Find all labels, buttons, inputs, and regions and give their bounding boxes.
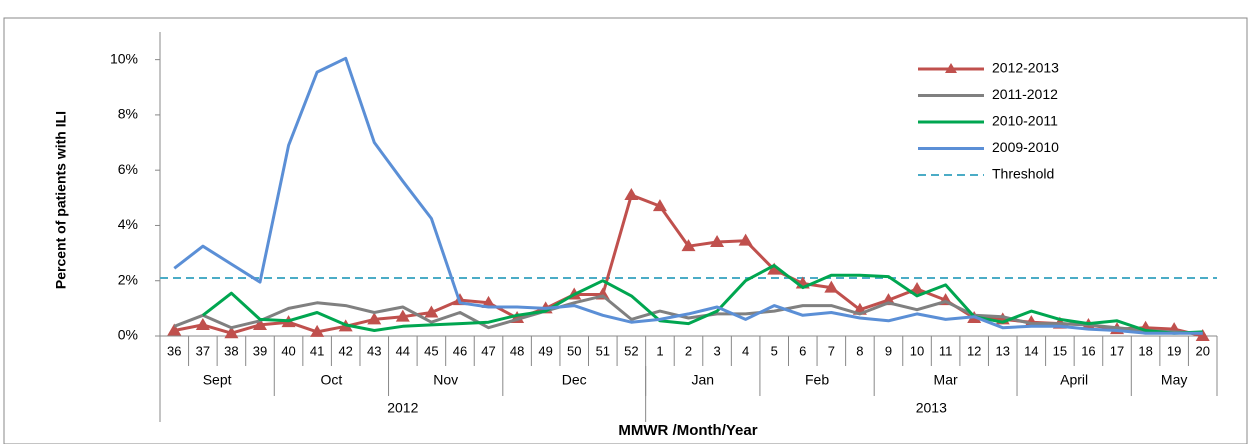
x-tick-label: 39: [253, 343, 267, 358]
data-marker: [167, 323, 182, 336]
x-tick-label: 46: [453, 343, 467, 358]
month-label: Jan: [691, 372, 714, 388]
data-marker: [881, 293, 896, 306]
x-tick-label: 10: [910, 343, 924, 358]
data-marker: [767, 262, 782, 275]
month-label: Mar: [934, 372, 958, 388]
x-tick-label: 43: [367, 343, 381, 358]
data-marker: [395, 309, 410, 322]
data-marker: [252, 317, 267, 330]
month-label: Sept: [203, 372, 232, 388]
data-marker: [624, 188, 639, 201]
legend-label: 2010-2011: [992, 113, 1058, 129]
x-axis-label: MMWR /Month/Year: [618, 422, 757, 439]
x-tick-label: 5: [771, 343, 778, 358]
x-tick-label: 18: [1138, 343, 1152, 358]
x-tick-label: 4: [742, 343, 749, 358]
x-tick-label: 8: [856, 343, 863, 358]
x-tick-label: 20: [1195, 343, 1209, 358]
month-label: April: [1060, 372, 1088, 388]
data-marker: [481, 295, 496, 308]
x-tick-label: 44: [396, 343, 410, 358]
legend-label: Threshold: [992, 166, 1054, 182]
data-marker: [681, 239, 696, 252]
x-tick-label: 49: [538, 343, 552, 358]
y-axis-label: Percent of patients with ILI: [53, 111, 69, 289]
series-line: [173, 56, 1203, 335]
month-label: Nov: [433, 372, 458, 388]
x-tick-label: 40: [281, 343, 295, 358]
data-marker: [710, 235, 725, 248]
x-tick-label: 19: [1167, 343, 1181, 358]
month-label: May: [1161, 372, 1187, 388]
x-tick-label: 3: [713, 343, 720, 358]
legend-label: 2012-2013: [992, 60, 1059, 76]
y-tick-label: 8%: [118, 106, 138, 122]
x-tick-label: 47: [481, 343, 495, 358]
x-tick-label: 16: [1081, 343, 1095, 358]
data-marker: [738, 233, 753, 246]
x-tick-label: 38: [224, 343, 238, 358]
series-line: [173, 294, 1203, 335]
x-tick-label: 12: [967, 343, 981, 358]
x-tick-label: 50: [567, 343, 581, 358]
x-tick-label: 11: [939, 343, 953, 358]
x-tick-label: 6: [799, 343, 806, 358]
x-tick-label: 9: [885, 343, 892, 358]
data-marker: [310, 324, 325, 337]
y-tick-label: 4%: [118, 216, 138, 232]
month-label: Dec: [562, 372, 587, 388]
data-marker: [195, 317, 210, 330]
y-tick-label: 0%: [118, 327, 138, 343]
x-tick-label: 48: [510, 343, 524, 358]
x-tick-label: 15: [1053, 343, 1067, 358]
data-marker: [1195, 329, 1210, 341]
month-label: Feb: [805, 372, 829, 388]
legend-label: 2011-2012: [992, 86, 1058, 102]
month-label: Oct: [321, 372, 343, 388]
year-label: 2013: [916, 400, 947, 416]
data-marker: [367, 312, 382, 325]
x-tick-label: 17: [1110, 343, 1124, 358]
x-tick-label: 45: [424, 343, 438, 358]
data-marker: [424, 305, 439, 318]
x-tick-label: 37: [196, 343, 210, 358]
x-tick-label: 51: [596, 343, 610, 358]
x-tick-label: 42: [338, 343, 352, 358]
y-tick-label: 10%: [110, 50, 138, 66]
data-marker: [910, 282, 925, 295]
x-tick-label: 52: [624, 343, 638, 358]
data-marker: [224, 326, 239, 339]
data-marker: [652, 199, 667, 212]
x-tick-label: 2: [685, 343, 692, 358]
x-tick-label: 13: [996, 343, 1010, 358]
series-line: [201, 264, 1203, 335]
x-tick-label: 41: [310, 343, 324, 358]
legend-label: 2009-2010: [992, 139, 1059, 155]
year-label: 2012: [387, 400, 418, 416]
y-tick-label: 6%: [118, 161, 138, 177]
x-tick-label: 36: [167, 343, 181, 358]
x-tick-label: 1: [656, 343, 663, 358]
legend-marker: [945, 63, 957, 73]
x-tick-label: 7: [828, 343, 835, 358]
x-tick-label: 14: [1024, 343, 1038, 358]
chart-frame: [3, 17, 1248, 444]
data-marker: [824, 280, 839, 293]
y-tick-label: 2%: [118, 271, 138, 287]
